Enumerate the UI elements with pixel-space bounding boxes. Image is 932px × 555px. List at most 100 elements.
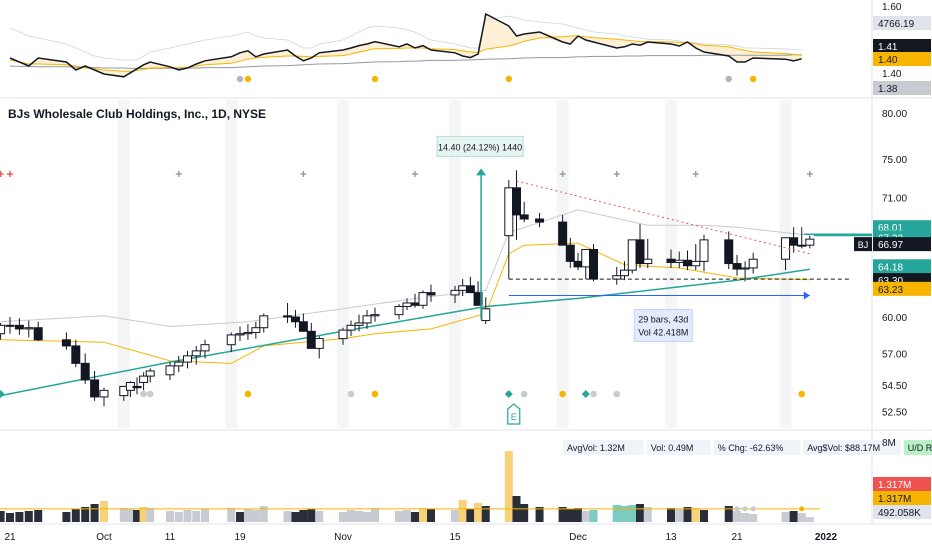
candle[interactable] bbox=[535, 218, 545, 223]
candle[interactable] bbox=[394, 305, 404, 316]
volume-bar[interactable] bbox=[620, 506, 629, 522]
volume-bar[interactable] bbox=[133, 510, 141, 522]
volume-bar[interactable] bbox=[797, 513, 806, 522]
candle[interactable] bbox=[643, 258, 653, 265]
volume-bar[interactable] bbox=[347, 510, 355, 522]
candle[interactable] bbox=[165, 365, 175, 376]
volume-bar[interactable] bbox=[675, 509, 684, 522]
volume-bar[interactable] bbox=[166, 511, 174, 522]
candle[interactable] bbox=[354, 322, 364, 326]
candle[interactable] bbox=[581, 248, 591, 268]
candle[interactable] bbox=[61, 339, 71, 347]
candle[interactable] bbox=[119, 385, 129, 397]
volume-bar[interactable] bbox=[6, 513, 14, 522]
candle[interactable] bbox=[362, 315, 372, 324]
candle[interactable] bbox=[473, 292, 483, 306]
volume-bar[interactable] bbox=[466, 509, 475, 522]
volume-bar[interactable] bbox=[520, 504, 529, 522]
volume-bar[interactable] bbox=[395, 511, 403, 522]
volume-bar[interactable] bbox=[174, 512, 183, 522]
volume-bar[interactable] bbox=[558, 507, 567, 522]
volume-bar[interactable] bbox=[481, 506, 490, 522]
volume-bar[interactable] bbox=[749, 514, 758, 522]
candle[interactable] bbox=[145, 370, 155, 377]
earnings-badge[interactable] bbox=[507, 403, 521, 425]
volume-bar[interactable] bbox=[201, 509, 209, 522]
candle[interactable] bbox=[512, 187, 521, 216]
candle[interactable] bbox=[290, 316, 300, 323]
candle[interactable] bbox=[612, 275, 622, 280]
volume-bar[interactable] bbox=[805, 517, 814, 522]
volume-bar[interactable] bbox=[700, 510, 708, 522]
candle[interactable] bbox=[666, 258, 676, 263]
volume-bar[interactable] bbox=[411, 512, 419, 522]
volume-bar[interactable] bbox=[628, 505, 637, 522]
candle[interactable] bbox=[573, 260, 583, 268]
candle[interactable] bbox=[338, 329, 348, 340]
candle[interactable] bbox=[699, 239, 709, 262]
volume-bar[interactable] bbox=[126, 509, 135, 522]
candle[interactable] bbox=[370, 314, 380, 317]
volume-bar[interactable] bbox=[643, 507, 652, 522]
volume-bar[interactable] bbox=[183, 510, 192, 522]
volume-bar[interactable] bbox=[504, 451, 513, 522]
candle[interactable] bbox=[418, 292, 428, 306]
candle[interactable] bbox=[314, 338, 324, 349]
candle[interactable] bbox=[620, 269, 629, 277]
volume-bar[interactable] bbox=[458, 500, 467, 522]
volume-bar[interactable] bbox=[419, 508, 427, 522]
volume-bar[interactable] bbox=[71, 509, 80, 522]
candle[interactable] bbox=[674, 259, 684, 263]
volume-bar[interactable] bbox=[691, 508, 700, 522]
candle[interactable] bbox=[504, 187, 514, 237]
volume-bar[interactable] bbox=[283, 511, 292, 522]
volume-bar[interactable] bbox=[251, 510, 260, 522]
candle[interactable] bbox=[5, 324, 15, 327]
volume-bar[interactable] bbox=[259, 506, 268, 522]
volume-bar[interactable] bbox=[667, 508, 675, 522]
candle[interactable] bbox=[635, 239, 645, 265]
candle[interactable] bbox=[191, 350, 201, 357]
volume-bar[interactable] bbox=[339, 512, 347, 522]
volume-bar[interactable] bbox=[90, 504, 99, 522]
candle[interactable] bbox=[200, 344, 210, 352]
volume-bar[interactable] bbox=[139, 507, 148, 522]
candle[interactable] bbox=[132, 385, 142, 389]
candle[interactable] bbox=[410, 302, 420, 306]
volume-bar[interactable] bbox=[566, 509, 575, 522]
candle[interactable] bbox=[243, 332, 253, 335]
volume-bar[interactable] bbox=[636, 504, 644, 522]
candle[interactable] bbox=[565, 244, 575, 262]
candle[interactable] bbox=[33, 327, 43, 341]
candle[interactable] bbox=[465, 285, 475, 294]
candle[interactable] bbox=[80, 362, 90, 381]
candle[interactable] bbox=[14, 324, 24, 330]
candle[interactable] bbox=[99, 389, 109, 398]
candle[interactable] bbox=[283, 315, 293, 318]
volume-bar[interactable] bbox=[243, 509, 252, 522]
volume-bar[interactable] bbox=[315, 511, 324, 522]
candle[interactable] bbox=[298, 321, 308, 332]
volume-bar[interactable] bbox=[291, 512, 300, 522]
candle[interactable] bbox=[558, 221, 568, 246]
volume-bar[interactable] bbox=[733, 511, 741, 522]
volume-bar[interactable] bbox=[299, 510, 308, 522]
volume-bar[interactable] bbox=[0, 511, 5, 522]
candle[interactable] bbox=[0, 324, 6, 335]
candle[interactable] bbox=[691, 260, 701, 267]
volume-bar[interactable] bbox=[371, 508, 379, 522]
volume-bar[interactable] bbox=[427, 509, 435, 522]
candle[interactable] bbox=[251, 327, 261, 334]
volume-bar[interactable] bbox=[724, 506, 733, 522]
volume-bar[interactable] bbox=[355, 511, 363, 522]
volume-bar[interactable] bbox=[24, 511, 33, 522]
candle[interactable] bbox=[450, 289, 460, 296]
volume-bar[interactable] bbox=[683, 507, 692, 522]
candle[interactable] bbox=[724, 239, 734, 265]
candle[interactable] bbox=[458, 285, 468, 291]
candle[interactable] bbox=[748, 258, 758, 269]
candle[interactable] bbox=[90, 379, 100, 398]
volume-bar[interactable] bbox=[146, 508, 155, 522]
volume-bar[interactable] bbox=[451, 510, 459, 522]
